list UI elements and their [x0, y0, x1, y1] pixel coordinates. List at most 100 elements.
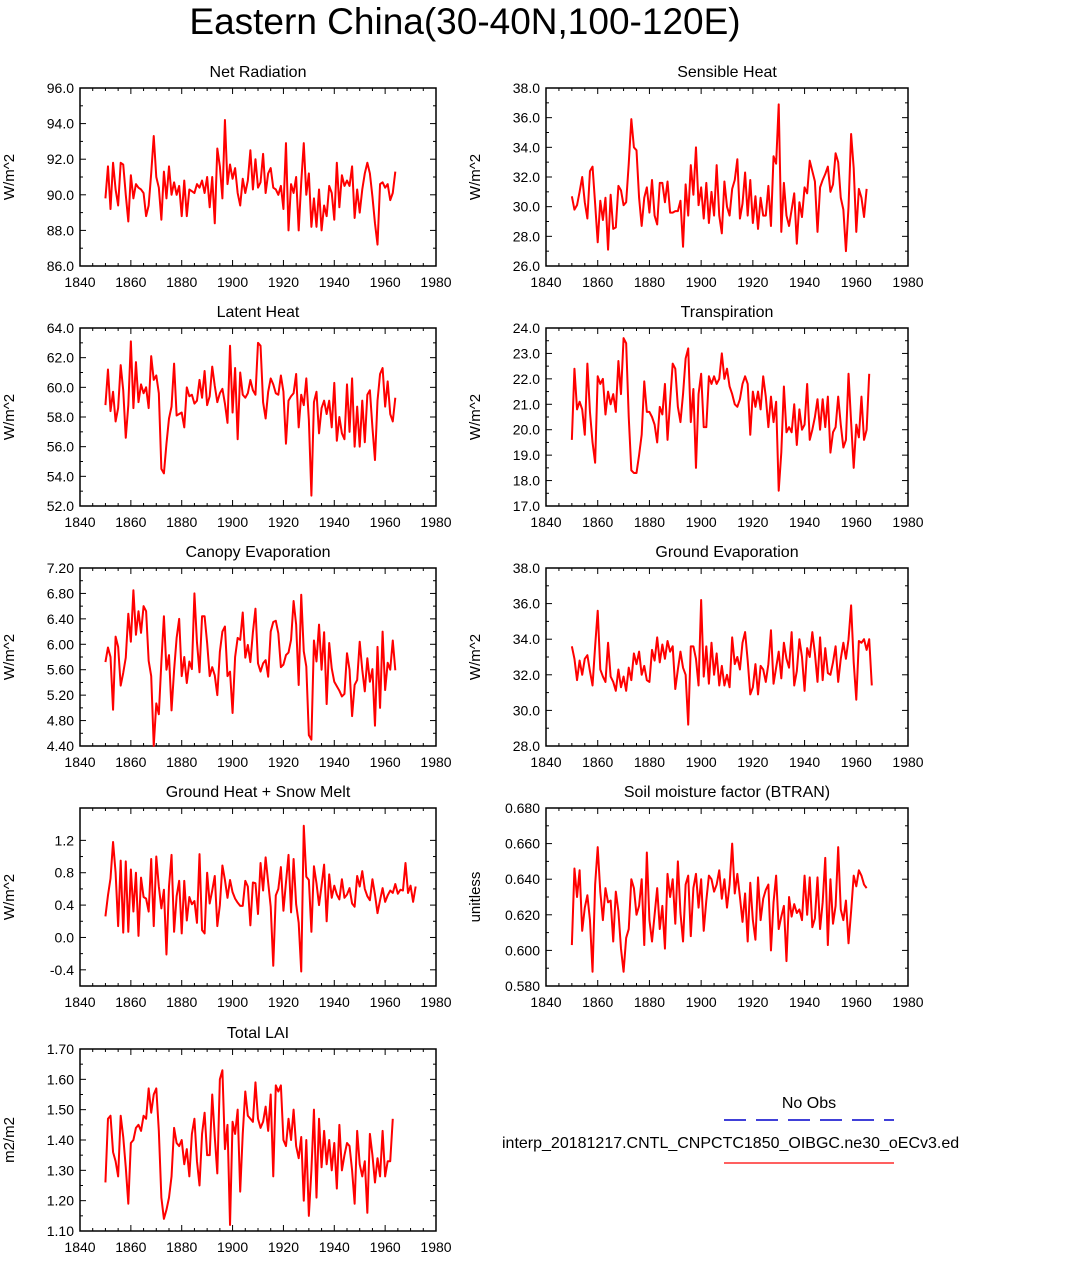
y-tick-label: 56.0 [47, 439, 74, 455]
panel-title: Ground Heat + Snow Melt [166, 784, 351, 801]
y-tick-label: 58.0 [47, 409, 74, 425]
page-title: Eastern China(30-40N,100-120E) [189, 1, 741, 42]
y-axis-label: m2/m2 [1, 1117, 18, 1163]
y-tick-label: 19.0 [513, 447, 540, 463]
x-tick-label: 1900 [217, 1239, 248, 1255]
x-tick-label: 1920 [268, 754, 299, 770]
x-tick-label: 1940 [789, 274, 820, 290]
y-tick-label: 0.680 [505, 800, 540, 816]
y-tick-label: 92.0 [47, 151, 74, 167]
y-tick-label: 1.40 [47, 1132, 74, 1148]
x-tick-label: 1960 [370, 754, 401, 770]
y-tick-label: 1.50 [47, 1102, 74, 1118]
x-tick-label: 1880 [166, 274, 197, 290]
x-tick-label: 1960 [370, 514, 401, 530]
y-tick-label: 0.8 [55, 865, 75, 881]
x-tick-label: 1840 [530, 274, 561, 290]
y-tick-label: 1.70 [47, 1041, 74, 1057]
x-tick-label: 1860 [582, 274, 613, 290]
series-line-ground-evaporation [570, 599, 873, 726]
y-tick-label: 20.0 [513, 422, 540, 438]
panel-net-radiation: Net Radiation W/m^2 1840 1860 1880 1900 1920 19… [1, 64, 452, 290]
y-tick-label: 0.580 [505, 978, 540, 994]
y-tick-label: 32.0 [513, 169, 540, 185]
x-tick-label: 1900 [686, 754, 717, 770]
x-tick-label: 1860 [115, 274, 146, 290]
x-tick-label: 1980 [892, 274, 923, 290]
y-tick-label: 6.80 [47, 585, 74, 601]
y-tick-label: 64.0 [47, 320, 74, 336]
x-tick-label: 1900 [686, 994, 717, 1010]
panel-total-lai: Total LAI m2/m2 1840 1860 1880 1900 1920 1940 19… [1, 1025, 452, 1255]
series-line-total-lai [104, 1069, 394, 1226]
panel-sensible-heat: Sensible Heat W/m^2 1840 1860 1880 1900 1920 19… [467, 64, 924, 290]
y-axis-label: W/m^2 [1, 154, 18, 200]
y-tick-label: 94.0 [47, 116, 74, 132]
series-line-canopy-evaporation [104, 589, 397, 747]
x-tick-label: 1920 [737, 754, 768, 770]
x-tick-label: 1860 [582, 754, 613, 770]
x-tick-label: 1960 [841, 514, 872, 530]
x-tick-label: 1880 [634, 754, 665, 770]
x-tick-label: 1940 [319, 514, 350, 530]
x-tick-label: 1940 [319, 1239, 350, 1255]
x-tick-label: 1900 [686, 514, 717, 530]
y-tick-label: 38.0 [513, 560, 540, 576]
y-tick-label: 7.20 [47, 560, 74, 576]
panel-title: Sensible Heat [677, 64, 777, 81]
x-tick-label: 1840 [64, 1239, 95, 1255]
x-tick-label: 1880 [166, 1239, 197, 1255]
y-tick-label: 0.620 [505, 907, 540, 923]
panel-title: Net Radiation [210, 64, 307, 81]
x-tick-label: 1900 [217, 754, 248, 770]
y-tick-label: 5.60 [47, 662, 74, 678]
panel-latent-heat: Latent Heat W/m^2 1840 1860 1880 1900 1920 1940… [1, 304, 452, 530]
y-tick-label: 24.0 [513, 320, 540, 336]
y-tick-label: 88.0 [47, 222, 74, 238]
y-tick-label: 32.0 [513, 667, 540, 683]
x-tick-label: 1940 [789, 994, 820, 1010]
x-tick-label: 1960 [370, 994, 401, 1010]
x-tick-label: 1940 [319, 994, 350, 1010]
series-line-latent-heat [104, 340, 397, 497]
y-tick-label: 5.20 [47, 687, 74, 703]
series-line-sensible-heat [570, 103, 868, 253]
x-tick-label: 1860 [115, 1239, 146, 1255]
x-tick-label: 1920 [737, 514, 768, 530]
y-tick-label: 22.0 [513, 371, 540, 387]
x-tick-label: 1920 [268, 994, 299, 1010]
x-tick-label: 1920 [268, 1239, 299, 1255]
legend-model-label: interp_20181217.CNTL_CNPCTC1850_OIBGC.ne… [502, 1135, 959, 1152]
y-tick-label: 0.660 [505, 836, 540, 852]
y-axis-label: W/m^2 [467, 634, 484, 680]
x-tick-label: 1860 [582, 994, 613, 1010]
y-tick-label: 6.40 [47, 611, 74, 627]
x-tick-label: 1920 [737, 274, 768, 290]
panel-transpiration: Transpiration W/m^2 1840 1860 1880 1900 1920 19… [467, 304, 924, 530]
x-tick-label: 1900 [217, 994, 248, 1010]
y-tick-label: 38.0 [513, 80, 540, 96]
y-tick-label: 36.0 [513, 596, 540, 612]
panel-title: Ground Evaporation [655, 544, 798, 561]
x-tick-label: 1840 [64, 994, 95, 1010]
y-tick-label: 4.40 [47, 738, 74, 754]
x-tick-label: 1980 [420, 754, 451, 770]
x-tick-label: 1880 [634, 994, 665, 1010]
panel-soil-moisture-factor-btran: Soil moisture factor (BTRAN) unitless 1840… [467, 784, 924, 1010]
series-line-net-radiation [104, 119, 397, 246]
panel-title: Transpiration [681, 304, 774, 321]
legend-obs-label: No Obs [782, 1095, 836, 1112]
y-tick-label: 96.0 [47, 80, 74, 96]
y-tick-label: 1.10 [47, 1223, 74, 1239]
x-tick-label: 1980 [420, 994, 451, 1010]
series-line-soil-moisture-factor-btran [570, 842, 868, 973]
y-tick-label: 1.20 [47, 1193, 74, 1209]
y-axis-label: W/m^2 [1, 394, 18, 440]
x-tick-label: 1900 [217, 514, 248, 530]
y-axis-label: W/m^2 [1, 874, 18, 920]
series-line-ground-heat-snow-melt [104, 824, 417, 973]
x-tick-label: 1920 [737, 994, 768, 1010]
y-axis-label: W/m^2 [467, 154, 484, 200]
x-tick-label: 1980 [420, 1239, 451, 1255]
